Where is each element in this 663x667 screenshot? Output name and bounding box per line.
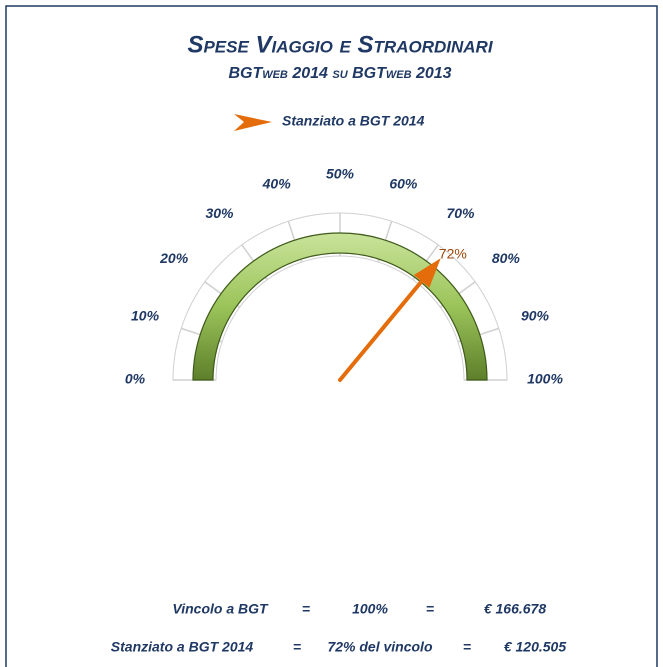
tick-label: 70% [446,205,475,221]
legend-marker [234,114,272,131]
value-label: 72% [439,245,467,261]
annotation: Vincolo a BGT [172,601,269,617]
tick-label: 40% [262,176,292,192]
annotation: € 120.505 [504,639,566,655]
tick-label: 10% [131,307,160,323]
tick-label: 60% [389,176,418,192]
annotation: = [463,639,471,655]
annotation: Stanziato a BGT 2014 [111,639,254,655]
needle-head [413,258,441,288]
annotation: 100% [352,601,388,617]
chart-subtitle: BGTweb 2014 su BGTweb 2013 [228,65,451,82]
tick-label: 100% [527,371,563,387]
annotation: = [426,601,434,617]
tick-label: 0% [125,371,146,387]
needle-shaft [338,279,424,382]
gauge-arc [192,232,488,381]
tick-label: 30% [205,205,234,221]
legend: Stanziato a BGT 2014 [234,113,425,131]
tick-label: 90% [521,307,550,323]
annotation: 72% del vincolo [327,639,432,655]
tick-label: 80% [492,250,521,266]
frame [5,5,658,667]
tick-label: 50% [326,166,355,182]
annotation: € 166.678 [484,601,546,617]
tick-label: 20% [159,250,189,266]
scale-band [172,212,508,381]
chart-title: Spese Viaggio e Straordinari [187,31,493,58]
needle [338,258,441,382]
legend-label: Stanziato a BGT 2014 [282,113,425,129]
annotation: = [293,639,301,655]
annotation: = [302,601,310,617]
